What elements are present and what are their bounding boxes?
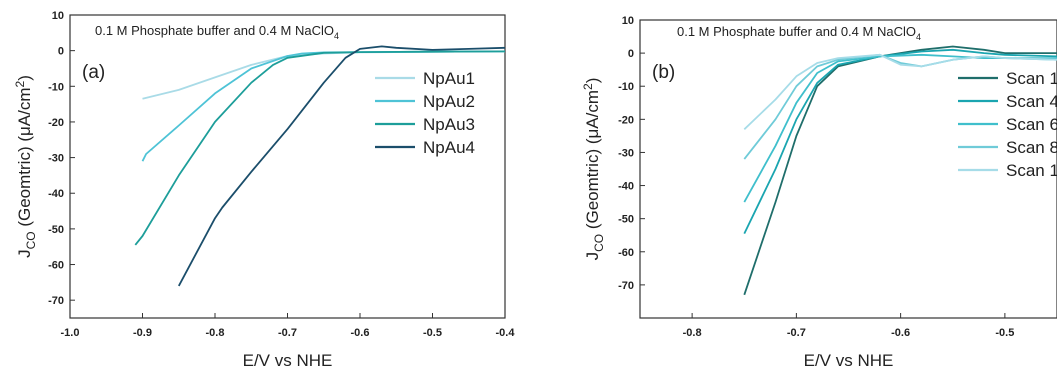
- x-tick-label: -0.7: [787, 327, 806, 339]
- x-tick-label: -0.6: [891, 327, 910, 339]
- y-tick-label: 0: [58, 46, 64, 58]
- legend-entry: Scan 10: [1006, 161, 1057, 180]
- legend-entry: Scan 4: [1006, 92, 1057, 111]
- x-tick-label: -0.6: [351, 327, 370, 339]
- y-tick-label: -70: [48, 295, 64, 307]
- panel-label: (b): [652, 62, 675, 83]
- x-tick-label: -1.0: [61, 327, 80, 339]
- annotation: 0.1 M Phosphate buffer and 0.4 M NaClO4: [677, 24, 921, 42]
- x-tick-label: -0.4: [496, 327, 516, 339]
- x-tick-label: -0.7: [278, 327, 297, 339]
- y-tick-label: 0: [628, 48, 634, 60]
- panel-label: (a): [82, 62, 105, 83]
- plot-frame: [639, 19, 1057, 319]
- series-line-4: [178, 45, 505, 287]
- y-tick-label: -20: [48, 117, 64, 129]
- y-tick-label: -30: [618, 147, 634, 159]
- y-tick-label: -30: [48, 153, 64, 165]
- y-tick-label: 10: [622, 15, 634, 27]
- y-tick-label: -10: [48, 81, 64, 93]
- x-tick-label: -0.5: [423, 327, 442, 339]
- plot-frame: [69, 14, 506, 319]
- y-axis-label: JCO (Geomtric) (μA/cm2): [13, 75, 38, 258]
- legend-entry: NpAu2: [423, 92, 475, 111]
- legend-entry: NpAu4: [423, 138, 475, 157]
- y-tick-label: -10: [618, 81, 634, 93]
- y-tick-label: -70: [618, 280, 634, 292]
- y-tick-label: -40: [618, 181, 634, 193]
- chart-panel-2: -0.8 -0.7 -0.6 -0.5 10 0 -10 -20 -30 -40 -50 -60 -70…: [581, 15, 1057, 370]
- y-tick-label: -40: [48, 188, 64, 200]
- y-tick-label: -20: [618, 114, 634, 126]
- legend-entry: NpAu1: [423, 69, 475, 88]
- legend-entry: Scan 6: [1006, 115, 1057, 134]
- annotation: 0.1 M Phosphate buffer and 0.4 M NaClO4: [95, 23, 339, 41]
- y-axis-label: JCO (Geomtric) (μA/cm2): [581, 78, 606, 261]
- x-tick-label: -0.8: [683, 327, 702, 339]
- x-tick-label: -0.9: [133, 327, 152, 339]
- x-tick-label: -0.5: [995, 327, 1014, 339]
- series-line-5: [743, 53, 1057, 130]
- series-line-3: [743, 53, 1057, 203]
- y-tick-label: -60: [48, 260, 64, 272]
- y-tick-label: -50: [48, 224, 64, 236]
- x-axis-label: E/V vs NHE: [243, 351, 333, 370]
- legend-entry: Scan 8: [1006, 138, 1057, 157]
- y-tick-label: -50: [618, 214, 634, 226]
- y-tick-label: 10: [52, 10, 64, 22]
- legend-entry: Scan 1: [1006, 69, 1057, 88]
- y-tick-label: -60: [618, 247, 634, 259]
- x-tick-label: -0.8: [206, 327, 225, 339]
- x-axis-label: E/V vs NHE: [804, 351, 894, 370]
- legend-entry: NpAu3: [423, 115, 475, 134]
- chart-panel-1: -1.0 -0.9 -0.8 -0.7 -0.6 -0.5 -0.4 10 0 -10 -20 -30…: [13, 10, 515, 370]
- series-line-3: [134, 50, 505, 246]
